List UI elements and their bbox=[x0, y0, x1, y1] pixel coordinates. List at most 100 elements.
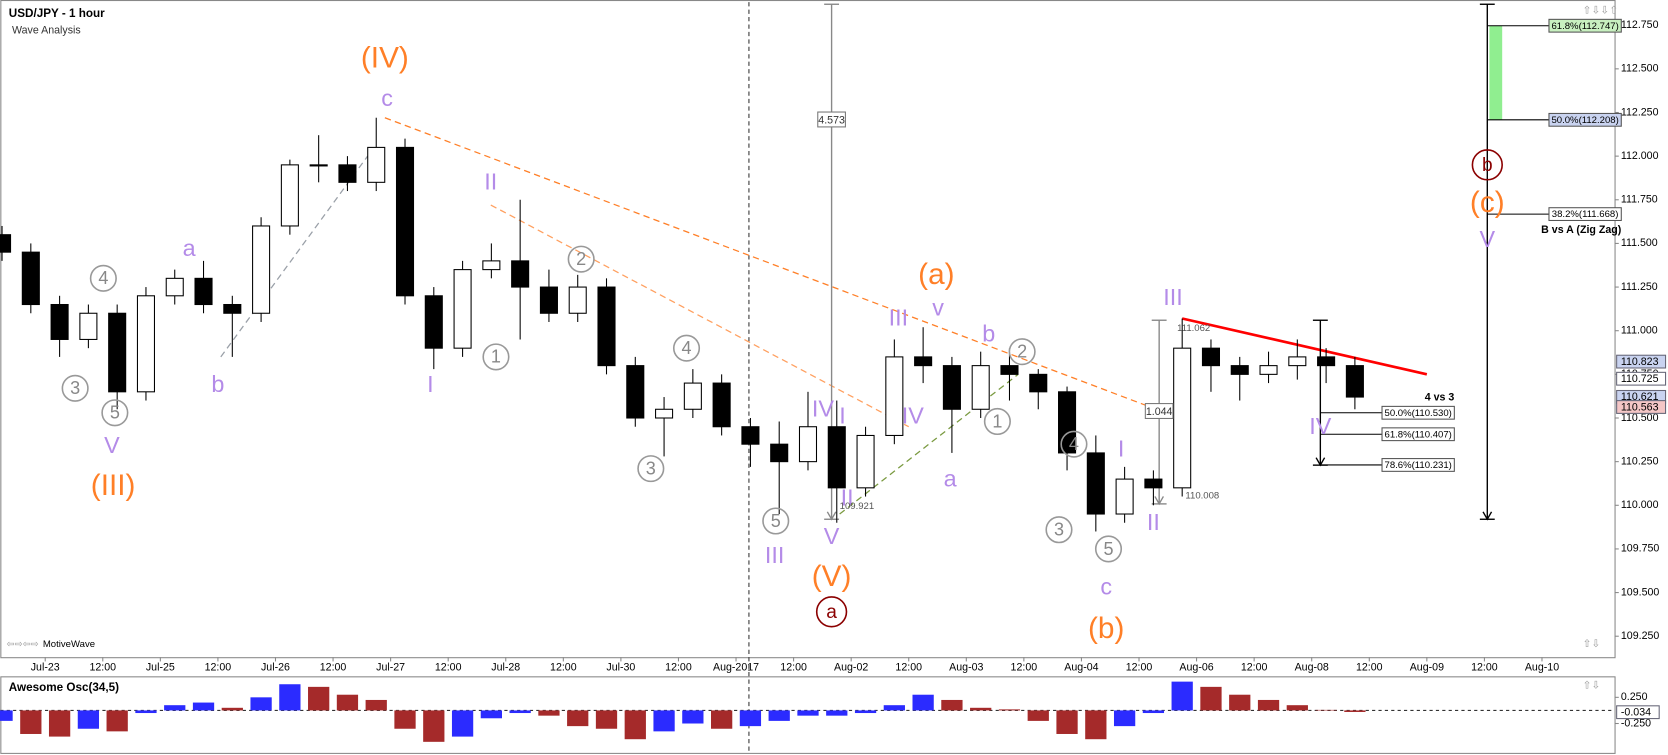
osc-value-tag bbox=[1616, 705, 1660, 720]
wave-circle bbox=[1094, 535, 1123, 563]
osc-bar bbox=[1113, 710, 1136, 727]
y-tick-label: 111.750 bbox=[1621, 194, 1658, 206]
y-tick-label: 111.000 bbox=[1621, 325, 1658, 337]
osc-bar bbox=[0, 710, 13, 721]
osc-bar bbox=[682, 710, 704, 724]
candle-body bbox=[136, 295, 155, 393]
wave-label: (c) bbox=[1470, 186, 1505, 219]
x-tick-label: Aug-08 bbox=[1295, 662, 1329, 674]
x-tick-label: Aug-03 bbox=[949, 662, 983, 674]
candle-body bbox=[1317, 356, 1336, 367]
y-tick-label: 112.500 bbox=[1621, 63, 1659, 75]
fib-band bbox=[1489, 25, 1503, 120]
wave-label: (III) bbox=[91, 469, 136, 502]
zoom-buttons[interactable]: ⇧⇩ bbox=[1583, 638, 1601, 650]
zoom-buttons[interactable]: ⇧⇩⇩⇧ bbox=[1583, 4, 1619, 16]
wave-circle bbox=[637, 455, 665, 483]
price-tag bbox=[1616, 400, 1667, 414]
candle-body bbox=[108, 312, 127, 393]
osc-bar bbox=[394, 710, 416, 729]
osc-bar bbox=[912, 694, 934, 711]
candle-body bbox=[482, 260, 501, 271]
osc-bar bbox=[1056, 710, 1078, 734]
candle-body bbox=[1259, 365, 1278, 375]
osc-bar bbox=[365, 699, 387, 711]
wave-label: IV bbox=[902, 402, 924, 428]
osc-bar bbox=[423, 710, 445, 742]
wave-label: 5 bbox=[1103, 539, 1113, 559]
measure-box bbox=[817, 111, 846, 128]
y-tick-label: 0.250 bbox=[1621, 691, 1648, 703]
x-tick-label: Aug-04 bbox=[1064, 662, 1098, 674]
candle-body bbox=[1086, 452, 1105, 515]
candle-body bbox=[309, 164, 328, 167]
chart-title: USD/JPY - 1 hour bbox=[9, 7, 105, 20]
wave-label: 3 bbox=[70, 378, 80, 398]
x-tick-label: Aug-10 bbox=[1525, 662, 1559, 674]
candle-body bbox=[453, 269, 472, 349]
candle-body bbox=[914, 356, 933, 367]
candle-body bbox=[885, 356, 904, 436]
osc-bar bbox=[221, 707, 243, 711]
osc-bar bbox=[883, 705, 905, 711]
wave-label: 2 bbox=[576, 249, 586, 269]
osc-bar bbox=[48, 710, 71, 737]
wave-circle bbox=[1008, 338, 1036, 366]
osc-bar bbox=[336, 694, 359, 711]
osc-bar bbox=[106, 710, 128, 732]
measure-box bbox=[1144, 403, 1174, 419]
wave-label: 4 bbox=[98, 268, 108, 288]
price-tag-label: 110.621 bbox=[1621, 391, 1659, 403]
y-tick-label: 109.750 bbox=[1621, 543, 1659, 555]
osc-bar bbox=[135, 710, 157, 714]
osc-bar bbox=[1286, 705, 1308, 711]
osc-bar bbox=[192, 702, 215, 711]
osc-bar bbox=[77, 710, 100, 729]
y-tick-label: 110.000 bbox=[1621, 499, 1659, 511]
osc-bar bbox=[509, 710, 531, 714]
price-panel bbox=[0, 0, 1616, 659]
wave-label: b bbox=[1482, 155, 1493, 176]
candle-body bbox=[165, 277, 184, 297]
zoom-buttons[interactable]: ⇧⇩ bbox=[1583, 680, 1601, 692]
wave-label: 4.573 bbox=[818, 114, 845, 126]
y-tick-label: 112.000 bbox=[1621, 150, 1659, 162]
candle-body bbox=[798, 426, 818, 463]
candle-body bbox=[367, 146, 386, 183]
y-tick-label: 110.250 bbox=[1621, 455, 1659, 467]
x-tick-label: 12:00 bbox=[895, 662, 922, 674]
wave-label: I bbox=[839, 402, 846, 428]
wave-label: 5 bbox=[110, 403, 120, 423]
osc-bar bbox=[250, 697, 272, 711]
y-tick-label: 112.750 bbox=[1621, 19, 1659, 31]
x-tick-label: 12:00 bbox=[780, 662, 807, 674]
x-tick-label: Jul-25 bbox=[146, 662, 175, 674]
candle-body bbox=[1173, 347, 1192, 489]
y-tick-label: 110.500 bbox=[1621, 412, 1659, 424]
wave-label: V bbox=[824, 523, 840, 549]
wave-label: c bbox=[381, 85, 393, 111]
price-tag-label: 110.823 bbox=[1621, 356, 1659, 368]
arrow-head bbox=[826, 511, 837, 521]
osc-bar bbox=[998, 709, 1021, 711]
wave-circle bbox=[61, 374, 89, 402]
osc-bar bbox=[1171, 681, 1193, 711]
nav-arrows[interactable]: ⇦⇨⇦⇨ bbox=[7, 639, 39, 650]
fib-label-box bbox=[1548, 18, 1622, 33]
wave-label: a bbox=[826, 602, 837, 623]
wave-label: (b) bbox=[1088, 612, 1124, 645]
x-tick-label: 12:00 bbox=[1471, 662, 1498, 674]
candle-body bbox=[223, 303, 242, 314]
wave-circle bbox=[1060, 430, 1088, 458]
candle-body bbox=[942, 365, 961, 410]
x-tick-label: 12:00 bbox=[1011, 662, 1038, 674]
x-tick-label: Jul-28 bbox=[491, 662, 520, 674]
brand: MotiveWave bbox=[43, 639, 95, 650]
wave-label: III bbox=[1163, 284, 1182, 310]
candle-body bbox=[280, 164, 299, 227]
candle-body bbox=[1288, 356, 1307, 367]
wave-label: v bbox=[932, 294, 944, 320]
candle-body bbox=[395, 146, 415, 297]
candle-body bbox=[741, 426, 760, 445]
